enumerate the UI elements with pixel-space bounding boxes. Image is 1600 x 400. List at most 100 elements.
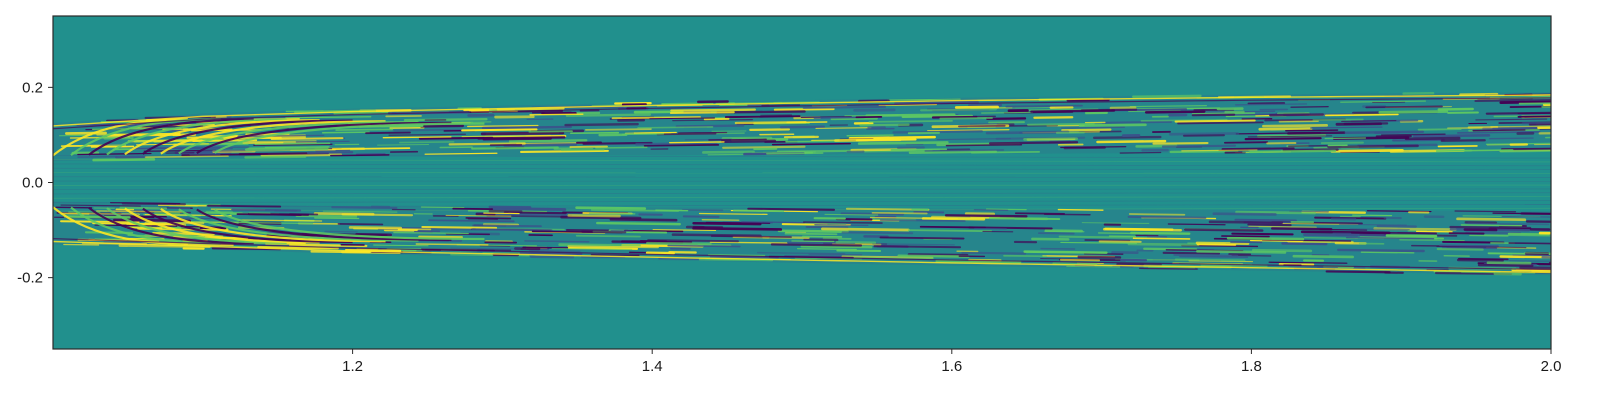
x-axis: 1.2 1.4 1.6 1.8 2.0 [342, 349, 1561, 375]
upper-band-streak [244, 147, 329, 151]
lower-band-streak [840, 212, 905, 216]
lower-band-streak [944, 214, 1028, 218]
lower-band-arc [178, 208, 419, 242]
lower-band-streak [1508, 242, 1551, 245]
lower-band-streak [1483, 234, 1551, 237]
upper-band-streak [635, 142, 718, 146]
plot-background [53, 16, 1551, 349]
upper-band-streak [1340, 100, 1426, 103]
lower-band-streak [646, 241, 712, 246]
lower-band-streak [428, 219, 515, 223]
upper-band-arc [142, 119, 353, 155]
centre-streaks [53, 155, 1551, 212]
upper-band-streak [1005, 104, 1083, 108]
upper-band-streak [656, 132, 717, 136]
lower-band-streak [842, 256, 934, 259]
lower-band-streak [710, 235, 792, 238]
upper-band-streak [1168, 132, 1240, 136]
lower-band-streak [445, 214, 512, 217]
upper-band-streak [1324, 137, 1367, 140]
upper-band-streak [237, 134, 325, 138]
upper-band-streak [1191, 112, 1256, 115]
upper-band-streak [564, 122, 639, 127]
upper-band-streak [773, 107, 835, 111]
lower-band-streak [558, 243, 641, 247]
lower-band-streak [872, 243, 955, 246]
upper-band-streak [254, 142, 331, 146]
upper-band-streak [90, 145, 135, 148]
lower-band-streak [331, 206, 398, 210]
lower-band-streak [907, 229, 993, 233]
upper-band-streak [1244, 137, 1322, 141]
upper-band-streak [649, 117, 716, 120]
lower-band-streak [796, 248, 857, 250]
upper-band-streak [844, 114, 899, 117]
lower-band-streak [1477, 263, 1534, 267]
upper-band-streak [868, 119, 953, 123]
upper-band-arc [214, 122, 485, 154]
upper-band-streak [857, 141, 949, 145]
upper-band-streak [1490, 125, 1551, 128]
lower-band-streak [1436, 247, 1484, 251]
upper-band-streak [92, 158, 156, 162]
centre-streak [53, 192, 1551, 195]
lower-band-streak [1077, 255, 1122, 259]
y-axis: 0.2 0.0 -0.2 [17, 79, 53, 287]
lower-band-arc [124, 207, 320, 244]
upper-band-streak [1499, 149, 1551, 153]
lower-band-streak [1221, 235, 1270, 238]
lower-band-streak [808, 253, 863, 256]
upper-band-streak [253, 143, 333, 146]
upper-band-streak [846, 134, 894, 137]
upper-band-streak [496, 107, 565, 111]
lower-band-streak [1212, 212, 1277, 216]
lower-band-streak [647, 239, 739, 243]
lower-band-streak [1268, 261, 1348, 264]
upper-band-streak [1078, 123, 1147, 127]
lower-band-streak [784, 255, 846, 258]
upper-band-streak [330, 154, 390, 157]
upper-band-streak [920, 108, 997, 112]
upper-band-arc [196, 121, 452, 155]
x-tick-label: 1.6 [941, 358, 962, 375]
upper-band-streak [621, 133, 665, 136]
lower-band-streak [1023, 250, 1108, 254]
lower-band-streak [1235, 210, 1316, 215]
upper-band-streak [264, 146, 330, 149]
lower-band-streak [824, 213, 879, 216]
lower-band-streak [1271, 227, 1333, 231]
lower-band-streak [295, 214, 358, 218]
lower-band-streak [588, 212, 636, 215]
lower-band-streak [756, 251, 846, 255]
upper-band-streak [661, 102, 714, 105]
upper-band-streak [1061, 128, 1112, 132]
lower-band-streak [567, 214, 621, 218]
upper-band-streak [721, 136, 773, 140]
lower-band-streak [821, 227, 910, 232]
lower-band-streak [1325, 270, 1391, 274]
upper-band-streak [388, 133, 467, 136]
upper-band-streak [931, 115, 978, 119]
upper-band-streak [771, 142, 851, 146]
lower-band-streak [1261, 239, 1352, 242]
lower-band-streak [1196, 249, 1287, 254]
lower-band-streak [265, 243, 341, 246]
upper-band-streak [669, 111, 735, 114]
upper-band-streak [1140, 118, 1228, 122]
lower-band-streak [802, 221, 883, 224]
upper-band-streak [1380, 133, 1446, 136]
upper-band-streak [244, 155, 307, 159]
centre-streak [53, 200, 1551, 203]
lower-band-streak [236, 219, 323, 222]
upper-band-streak [420, 124, 464, 128]
upper-band-streak [643, 144, 720, 147]
lower-band-streak [472, 224, 542, 228]
lower-band-streak [1097, 232, 1157, 235]
upper-band-streak [1101, 120, 1172, 124]
upper-band-streak [734, 120, 807, 125]
upper-band-streak [954, 105, 999, 109]
upper-band-streak [1181, 149, 1258, 152]
lower-band-streak [420, 206, 465, 209]
upper-band-arc [53, 118, 188, 157]
upper-band-streak [670, 108, 756, 112]
